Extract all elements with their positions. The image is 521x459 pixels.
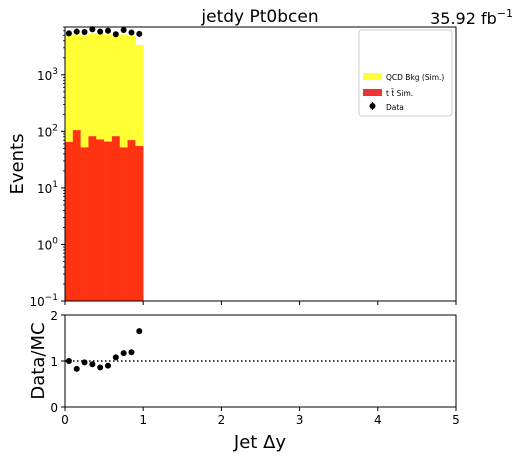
ratio-point-8 bbox=[128, 349, 135, 356]
ratio-point-9 bbox=[136, 328, 143, 335]
main-y-tick-label-2: 101 bbox=[37, 180, 58, 196]
legend-label-qcd: QCD Bkg (Sim.) bbox=[386, 73, 444, 82]
qcd-bar-8 bbox=[127, 35, 136, 141]
ratio-point-0 bbox=[65, 358, 72, 364]
qcd-bar-2 bbox=[80, 35, 89, 148]
data-point-5 bbox=[105, 27, 112, 34]
data-point-7 bbox=[120, 26, 127, 33]
luminosity-value: 35.92 fb bbox=[430, 9, 497, 28]
ttbar-bar-9 bbox=[135, 146, 144, 301]
ratio-y-tick-label-0: 0 bbox=[50, 401, 58, 415]
x-axis-label: Jet Δy bbox=[233, 432, 286, 453]
legend-marker-data bbox=[369, 103, 376, 109]
ratio-point-5 bbox=[105, 362, 112, 369]
data-point-2 bbox=[81, 29, 88, 36]
qcd-bar-7 bbox=[119, 34, 128, 148]
ratio-plot-frame bbox=[64, 314, 457, 408]
data-point-1 bbox=[73, 28, 80, 35]
x-tick-label-5: 5 bbox=[452, 413, 460, 427]
luminosity-label: 35.92 fb−1 bbox=[430, 7, 513, 28]
main-y-tick-label-1: 100 bbox=[37, 236, 58, 252]
qcd-bar-3 bbox=[88, 33, 97, 137]
chart-title: jetdy Pt0bcen bbox=[200, 7, 318, 27]
qcd-bar-5 bbox=[104, 34, 113, 142]
qcd-bar-0 bbox=[65, 34, 74, 142]
data-point-6 bbox=[112, 31, 119, 38]
ratio-point-1 bbox=[73, 365, 80, 372]
ttbar-bar-1 bbox=[72, 130, 81, 301]
qcd-bar-4 bbox=[96, 33, 105, 140]
data-point-8 bbox=[128, 29, 135, 36]
data-point-0 bbox=[65, 30, 72, 37]
ratio-plot: 0 1 2 0 1 2 3 4 5 bbox=[50, 309, 459, 427]
x-tick-label-1: 1 bbox=[139, 413, 147, 427]
legend-box bbox=[358, 29, 453, 117]
ratio-point-4 bbox=[97, 364, 104, 371]
x-tick-label-0: 0 bbox=[61, 413, 69, 427]
legend-label-ttbar: t t̄ Sim. bbox=[386, 89, 413, 98]
ttbar-bar-4 bbox=[96, 139, 105, 301]
ratio-y-axis-label: Data/MC bbox=[28, 322, 49, 399]
ttbar-bar-2 bbox=[80, 147, 89, 301]
qcd-bar-9 bbox=[135, 45, 144, 147]
ratio-y-tick-label-1: 1 bbox=[50, 355, 58, 369]
main-y-axis-label: Events bbox=[7, 134, 28, 195]
ttbar-bar-8 bbox=[127, 140, 136, 301]
main-plot-frame bbox=[64, 26, 457, 302]
x-tick-label-2: 2 bbox=[218, 413, 226, 427]
main-y-tick-label-4: 103 bbox=[37, 67, 58, 83]
ratio-point-2 bbox=[81, 359, 88, 366]
main-plot: 10−1 100 101 102 103 bbox=[29, 26, 457, 309]
ttbar-bar-6 bbox=[111, 136, 121, 301]
legend: QCD Bkg (Sim.) t t̄ Sim. Data bbox=[358, 29, 453, 117]
qcd-bar-1 bbox=[72, 34, 81, 131]
main-y-tick-label-3: 102 bbox=[37, 123, 58, 139]
data-point-3 bbox=[89, 26, 96, 33]
legend-swatch-qcd bbox=[363, 73, 382, 80]
ratio-point-6 bbox=[112, 354, 119, 361]
main-y-tick-label-0: 10−1 bbox=[29, 293, 58, 309]
legend-label-data: Data bbox=[386, 103, 404, 112]
x-tick-label-4: 4 bbox=[374, 413, 382, 427]
legend-swatch-ttbar bbox=[363, 89, 382, 96]
ttbar-bar-7 bbox=[119, 147, 128, 301]
ratio-point-3 bbox=[89, 361, 96, 368]
ttbar-bar-5 bbox=[104, 141, 113, 301]
x-tick-label-3: 3 bbox=[296, 413, 304, 427]
ttbar-bar-3 bbox=[88, 136, 97, 301]
luminosity-exponent: −1 bbox=[497, 7, 513, 20]
qcd-bar-6 bbox=[111, 35, 121, 137]
data-point-4 bbox=[97, 28, 104, 35]
ratio-point-7 bbox=[120, 350, 127, 357]
ttbar-bar-0 bbox=[65, 141, 74, 301]
ratio-y-tick-label-2: 2 bbox=[50, 309, 58, 323]
data-point-9 bbox=[136, 30, 143, 37]
